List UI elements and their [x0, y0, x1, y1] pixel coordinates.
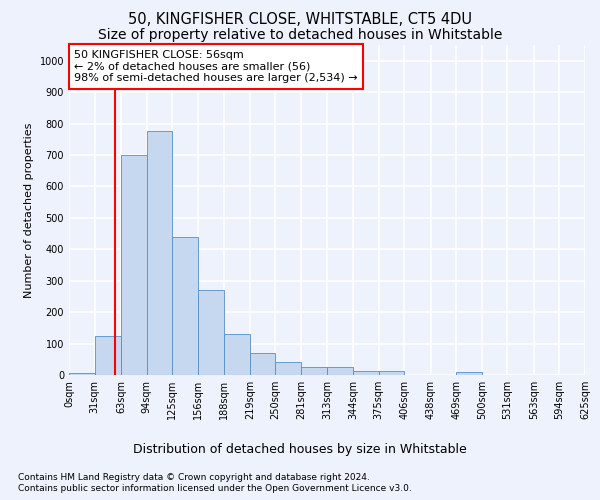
Text: Distribution of detached houses by size in Whitstable: Distribution of detached houses by size … [133, 442, 467, 456]
Bar [146, 132, 172, 375]
Bar [275, 362, 301, 375]
Bar [69, 374, 95, 375]
Bar [379, 371, 404, 375]
Text: Size of property relative to detached houses in Whitstable: Size of property relative to detached ho… [98, 28, 502, 42]
Bar [121, 155, 146, 375]
Text: 50 KINGFISHER CLOSE: 56sqm
← 2% of detached houses are smaller (56)
98% of semi-: 50 KINGFISHER CLOSE: 56sqm ← 2% of detac… [74, 50, 358, 83]
Text: Contains public sector information licensed under the Open Government Licence v3: Contains public sector information licen… [18, 484, 412, 493]
Bar [328, 367, 353, 375]
Bar [172, 236, 198, 375]
Bar [95, 336, 121, 375]
Text: 50, KINGFISHER CLOSE, WHITSTABLE, CT5 4DU: 50, KINGFISHER CLOSE, WHITSTABLE, CT5 4D… [128, 12, 472, 28]
Bar [224, 334, 250, 375]
Bar [301, 367, 328, 375]
Bar [250, 353, 275, 375]
Text: Contains HM Land Registry data © Crown copyright and database right 2024.: Contains HM Land Registry data © Crown c… [18, 472, 370, 482]
Bar [353, 371, 379, 375]
Bar [456, 372, 482, 375]
Bar [198, 290, 224, 375]
Y-axis label: Number of detached properties: Number of detached properties [24, 122, 34, 298]
